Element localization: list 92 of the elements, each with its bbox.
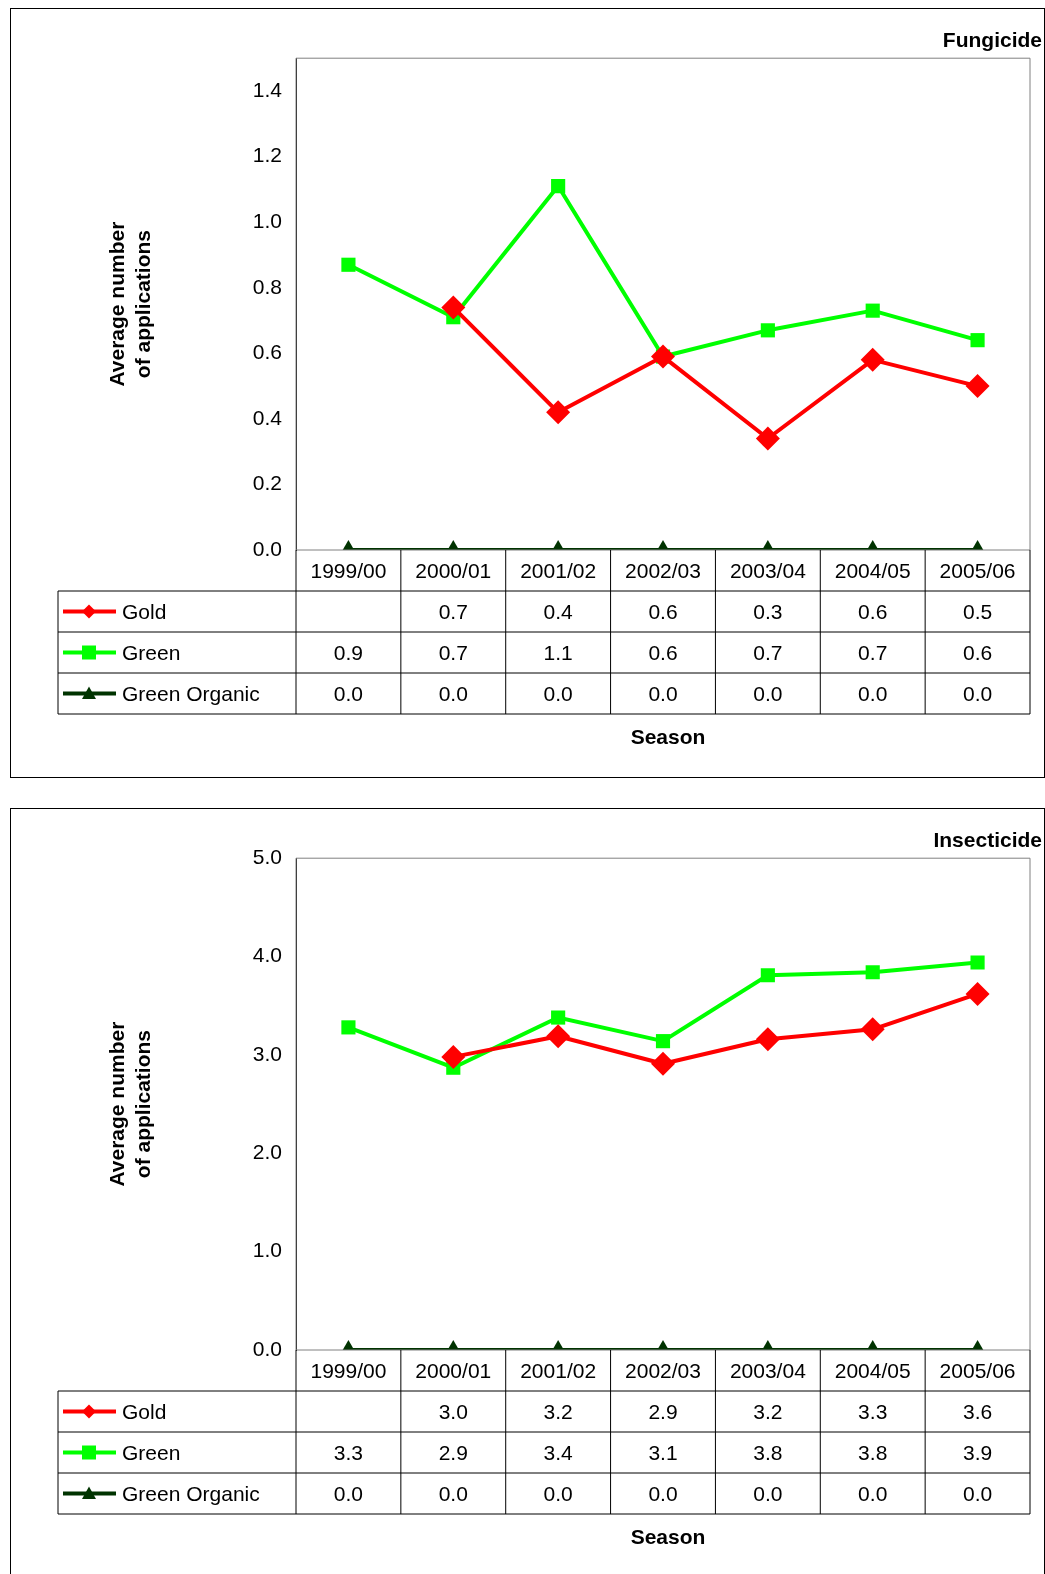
data-label: 0.0	[543, 1482, 573, 1506]
y-axis-title: Average number of applications	[105, 221, 154, 387]
data-label: 0.6	[648, 600, 678, 624]
point	[546, 1024, 571, 1049]
point	[755, 1027, 780, 1052]
point	[970, 955, 985, 970]
chart-title: Insecticide	[933, 828, 1042, 852]
data-label: 3.6	[962, 1400, 993, 1424]
x-tick-label: 2004/05	[834, 1359, 911, 1383]
x-tick-label: 2001/02	[520, 559, 597, 583]
y-tick-label: 0.4	[252, 405, 283, 429]
data-label: 0.0	[648, 1482, 678, 1506]
data-label: 0.0	[333, 682, 364, 706]
point	[441, 1044, 466, 1069]
x-axis-title: Season	[630, 724, 706, 748]
y-tick-label: 5.0	[252, 845, 282, 868]
data-label: 3.3	[333, 1441, 364, 1465]
data-label: 0.7	[438, 641, 468, 665]
point	[341, 1020, 356, 1035]
x-tick-label: 1999/00	[310, 1359, 387, 1383]
data-label: 0.0	[333, 1482, 364, 1506]
y-tick-label: 0.6	[252, 340, 282, 364]
data-label: 0.5	[962, 600, 993, 624]
data-label: 0.0	[753, 1482, 783, 1506]
y-tick-label: 0.8	[252, 274, 282, 298]
data-label: 0.0	[858, 1482, 888, 1506]
x-tick-label: 2005/06	[939, 559, 1016, 583]
point	[651, 1051, 675, 1076]
data-label: 3.8	[858, 1441, 888, 1465]
data-label: 2.9	[648, 1400, 678, 1424]
y-tick-label: 0.0	[252, 536, 282, 560]
data-label: 0.0	[753, 682, 783, 706]
y-tick-label: 2.0	[252, 1140, 282, 1164]
data-label: 0.0	[438, 1482, 468, 1506]
data-label: 0.0	[962, 682, 993, 706]
legend-label: Green	[122, 641, 181, 665]
data-label: 0.3	[753, 600, 783, 624]
data-label: 3.8	[753, 1441, 783, 1465]
y-tick-label: 1.4	[252, 77, 283, 101]
data-label: 0.0	[543, 682, 573, 706]
x-tick-label: 2002/03	[625, 1359, 701, 1383]
data-label: 0.4	[543, 600, 574, 624]
data-label: 0.9	[333, 641, 364, 665]
y-tick-label: 4.0	[252, 943, 282, 967]
x-axis-title: Season	[630, 1524, 706, 1548]
data-label: 0.0	[858, 682, 888, 706]
x-tick-label: 2000/01	[415, 559, 492, 583]
legend-label: Gold	[122, 1400, 167, 1424]
y-tick-label: 3.0	[252, 1041, 282, 1065]
data-label: 0.0	[648, 682, 678, 706]
x-tick-label: 2005/06	[939, 1359, 1016, 1383]
point	[965, 981, 990, 1006]
y-tick-label: 0.0	[252, 1336, 282, 1360]
data-label: 0.0	[438, 682, 468, 706]
legend-label: Green	[122, 1441, 181, 1465]
data-label: 0.0	[962, 1482, 993, 1506]
point	[655, 1034, 671, 1049]
chart-title: Fungicide	[942, 28, 1042, 52]
data-label: 1.1	[543, 641, 573, 665]
data-label: 0.6	[962, 641, 993, 665]
data-label: 0.6	[648, 641, 678, 665]
legend-label: Green Organic	[122, 1482, 260, 1506]
legend-label: Gold	[122, 600, 167, 624]
data-label: 0.6	[858, 600, 888, 624]
x-tick-label: 2003/04	[729, 559, 807, 583]
x-tick-label: 2004/05	[834, 559, 911, 583]
data-label: 3.2	[753, 1400, 783, 1424]
data-label: 3.1	[648, 1441, 678, 1465]
x-tick-label: 2000/01	[415, 1359, 492, 1383]
x-tick-label: 2003/04	[729, 1359, 807, 1383]
data-label: 3.0	[438, 1400, 468, 1424]
y-tick-label: 1.2	[252, 143, 282, 167]
legend-label: Green Organic	[122, 682, 260, 706]
data-label: 3.9	[962, 1441, 993, 1465]
data-label: 0.7	[438, 600, 468, 624]
data-label: 2.9	[438, 1441, 468, 1465]
point	[760, 968, 775, 983]
point	[860, 1017, 885, 1042]
data-label: 0.7	[753, 641, 783, 665]
data-label: 0.7	[858, 641, 888, 665]
data-label: 3.4	[543, 1441, 574, 1465]
point	[551, 1010, 566, 1025]
y-tick-label: 1.0	[252, 208, 282, 232]
y-tick-label: 0.2	[252, 471, 282, 495]
x-tick-label: 1999/00	[310, 559, 387, 583]
y-tick-label: 1.0	[252, 1238, 282, 1262]
data-label: 3.3	[858, 1400, 888, 1424]
x-tick-label: 2001/02	[520, 1359, 597, 1383]
data-label: 3.2	[543, 1400, 573, 1424]
point	[865, 965, 880, 980]
x-tick-label: 2002/03	[625, 559, 701, 583]
y-axis-title: Average number of applications	[105, 1021, 154, 1187]
